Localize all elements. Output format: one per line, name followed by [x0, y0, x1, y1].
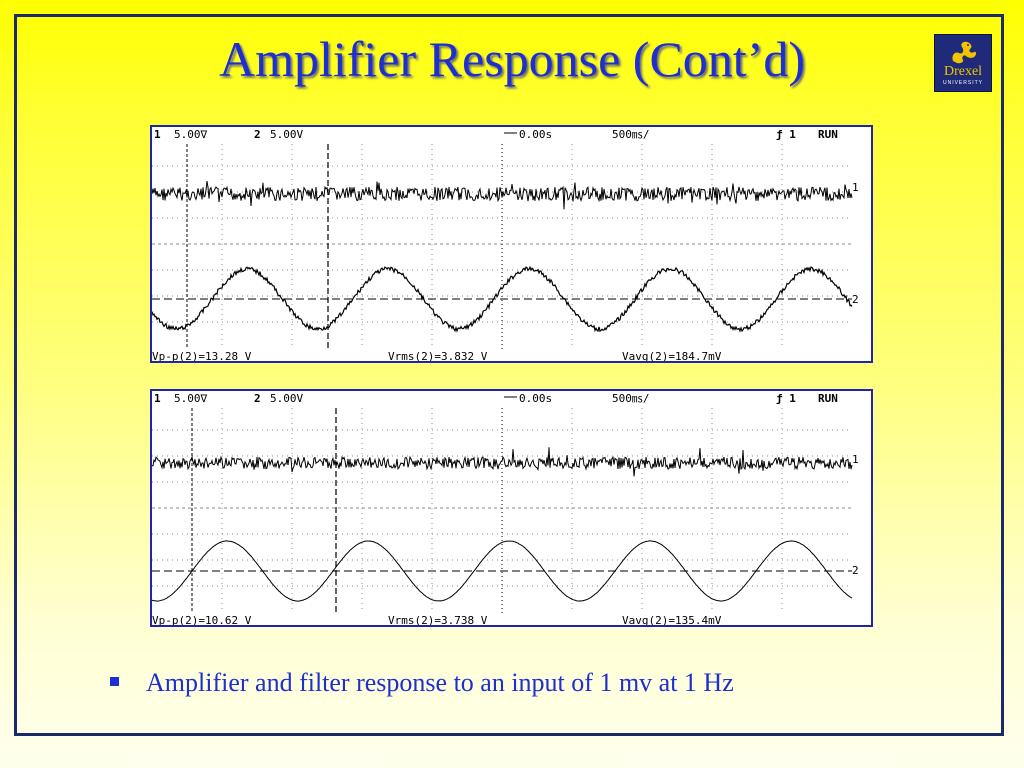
channel-1-trace [152, 181, 853, 210]
ch1-level-marker: 1 [852, 181, 859, 194]
vavg-readout: Vavg(2)=184.7mV [622, 350, 722, 361]
run-status: RUN [818, 128, 838, 141]
oscilloscope-screen-2: 1 5.00∇ 2 5.00V 0.00s 500㎳/ ƒ 1 RUN 1 2 … [150, 389, 873, 627]
drexel-logo: Drexel UNIVERSITY [934, 34, 992, 92]
trigger-source: ƒ 1 [776, 128, 796, 141]
channel-1-trace [152, 447, 853, 477]
ch1-number: 1 [154, 392, 161, 405]
ch2-number: 2 [254, 128, 261, 141]
channel-2-trace [152, 265, 853, 333]
ch1-level-marker: 1 [852, 453, 859, 466]
scope-grid-2 [152, 408, 852, 613]
vavg-readout: Vavg(2)=135.4mV [622, 614, 722, 625]
dragon-icon [952, 41, 977, 64]
oscilloscope-screen-1: 1 5.00∇ 2 5.00V 0.00s 500㎳/ ƒ 1 RUN 1 2 … [150, 125, 873, 363]
channel-2-trace [152, 540, 853, 602]
bullet-item: Amplifier and filter response to an inpu… [110, 668, 970, 708]
time-per-div: 500㎳/ [612, 392, 650, 405]
square-bullet-icon [110, 677, 119, 686]
ch2-number: 2 [254, 392, 261, 405]
ch2-scale: 5.00V [270, 128, 303, 141]
slide-frame [14, 14, 1004, 736]
vrms-readout: Vrms(2)=3.832 V [388, 350, 488, 361]
ch1-number: 1 [154, 128, 161, 141]
vpp-readout: Vp-p(2)=10.62 V [152, 614, 252, 625]
logo-subtitle: UNIVERSITY [942, 80, 983, 86]
vpp-readout: Vp-p(2)=13.28 V [152, 350, 252, 361]
time-offset: 0.00s [519, 128, 552, 141]
ch2-level-marker: 2 [852, 293, 859, 306]
ch1-scale: 5.00∇ [174, 128, 207, 141]
bullet-text: Amplifier and filter response to an inpu… [146, 668, 734, 697]
trigger-source: ƒ 1 [776, 392, 796, 405]
scope-grid-1 [152, 144, 852, 349]
ch2-level-marker: 2 [852, 564, 859, 577]
ch1-scale: 5.00∇ [174, 392, 207, 405]
vrms-readout: Vrms(2)=3.738 V [388, 614, 488, 625]
slide-title: Amplifier Response (Cont’d) [218, 31, 805, 87]
logo-wordmark: Drexel [943, 64, 983, 79]
run-status: RUN [818, 392, 838, 405]
time-per-div: 500㎳/ [612, 128, 650, 141]
ch2-scale: 5.00V [270, 392, 303, 405]
scope-display-2: 1 5.00∇ 2 5.00V 0.00s 500㎳/ ƒ 1 RUN 1 2 … [152, 392, 859, 625]
scope-display-1: 1 5.00∇ 2 5.00V 0.00s 500㎳/ ƒ 1 RUN 1 2 … [152, 127, 871, 361]
time-offset: 0.00s [519, 392, 552, 405]
